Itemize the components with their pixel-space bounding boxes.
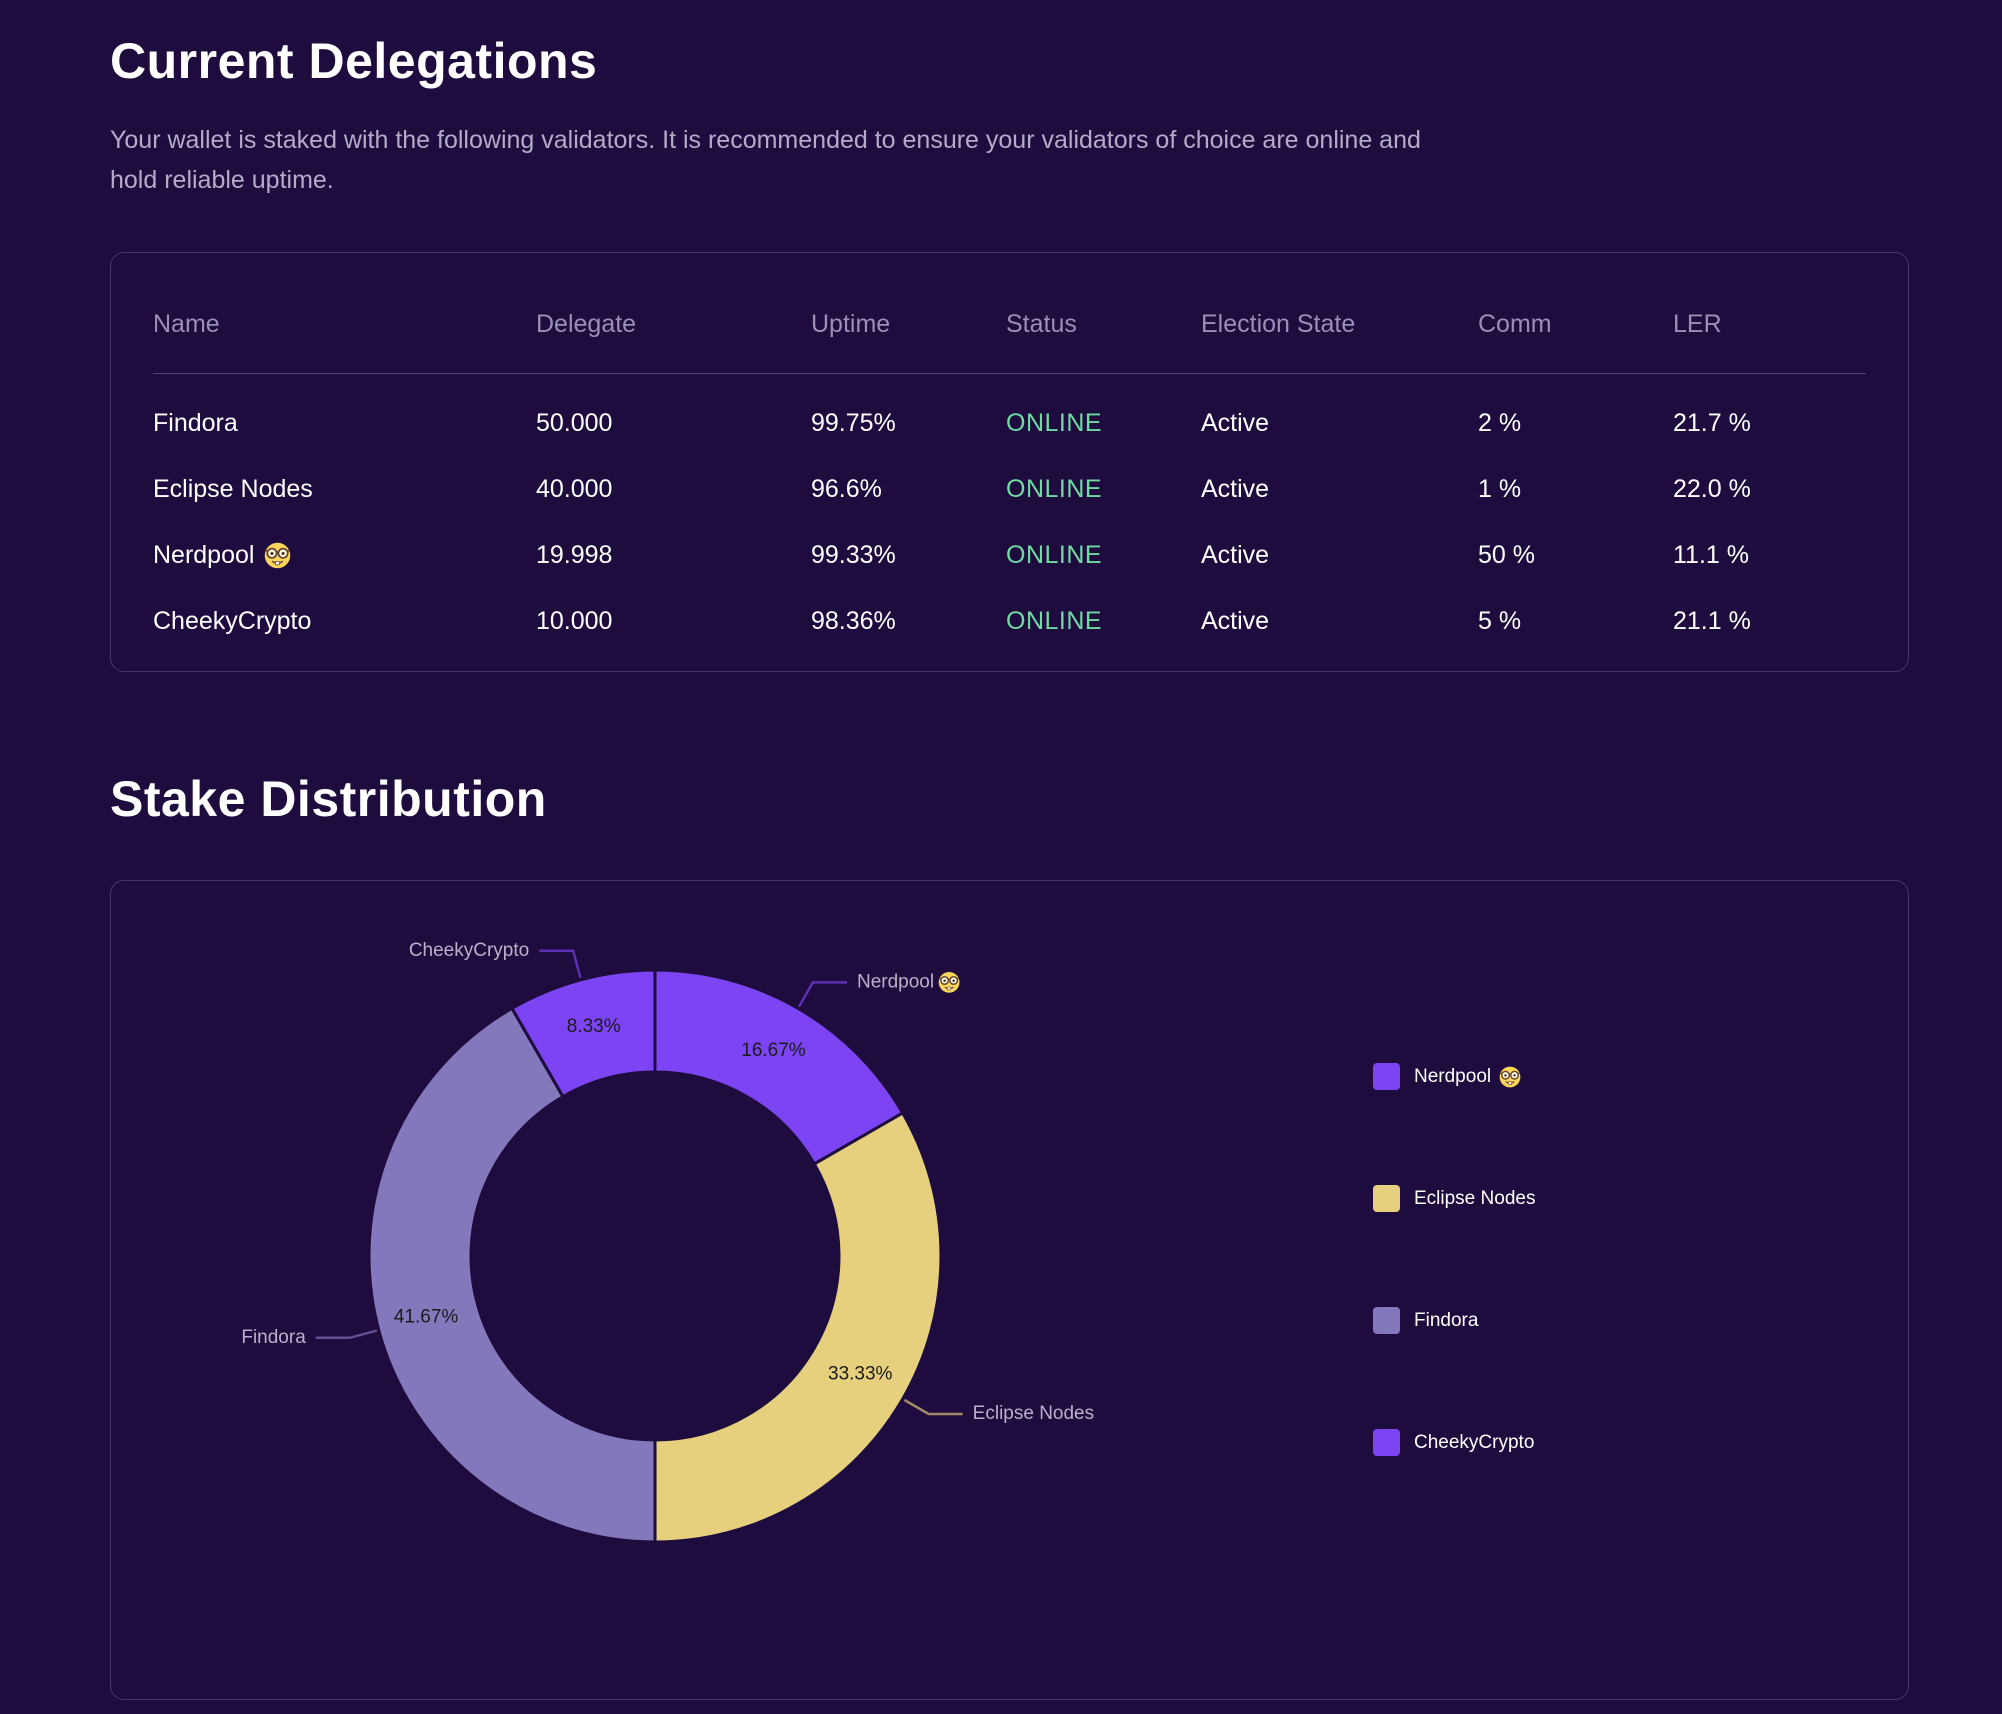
table-row: CheekyCrypto 10.000 98.36% ONLINE Active 5 % 2… (153, 588, 1866, 654)
delegate-amount: 40.000 (536, 474, 613, 503)
status-badge: ONLINE (1006, 540, 1103, 569)
legend-label: Nerdpool (1414, 1066, 1521, 1088)
slice-percent-label: 41.67% (394, 1306, 459, 1327)
column-header-status: Status (1006, 309, 1077, 338)
slice-percent-label: 8.33% (567, 1016, 621, 1037)
label-connector-line (903, 1398, 963, 1416)
stake-distribution-card: 16.67% Nerdpool 33.33% Eclipse Nodes 41.67%… (110, 880, 1909, 1700)
uptime-value: 98.36% (811, 606, 896, 635)
uptime-value: 99.33% (811, 540, 896, 569)
commission-value: 50 % (1478, 540, 1535, 569)
legend-item-cheekycrypto[interactable]: CheekyCrypto (1373, 1429, 1534, 1456)
slice-callout-label: Eclipse Nodes (973, 1403, 1094, 1424)
column-header-comm: Comm (1478, 309, 1552, 338)
page-title: Current Delegations (110, 33, 598, 89)
legend-item-nerdpool[interactable]: Nerdpool (1373, 1063, 1521, 1090)
nerd-face-emoji (938, 971, 960, 993)
legend-label: Eclipse Nodes (1414, 1187, 1536, 1209)
slice-callout-label: CheekyCrypto (409, 940, 529, 961)
table-body: Findora 50.000 99.75% ONLINE Active 2 % 21.7 %… (111, 374, 1908, 654)
election-state: Active (1201, 606, 1270, 635)
legend-swatch (1373, 1185, 1400, 1212)
election-state: Active (1201, 540, 1270, 569)
column-header-ler: LER (1673, 309, 1722, 338)
slice-percent-label: 33.33% (828, 1364, 893, 1385)
uptime-value: 99.75% (811, 408, 896, 437)
legend-swatch (1373, 1429, 1400, 1456)
delegate-amount: 50.000 (536, 408, 613, 437)
delegate-amount: 10.000 (536, 606, 613, 635)
table-row: Eclipse Nodes 40.000 96.6% ONLINE Active 1 % 2… (153, 456, 1866, 522)
commission-value: 1 % (1478, 474, 1522, 503)
status-badge: ONLINE (1006, 606, 1103, 635)
legend-item-eclipse-nodes[interactable]: Eclipse Nodes (1373, 1185, 1535, 1212)
validator-name: Nerdpool (153, 541, 536, 570)
stake-distribution-section: Stake Distribution 16.67% Nerdpool 33.33%… (110, 768, 1909, 1700)
label-connector-line (315, 1329, 378, 1340)
column-header-name: Name (153, 309, 220, 338)
slice-callout-label: Nerdpool (857, 971, 934, 992)
delegate-amount: 19.998 (536, 540, 613, 569)
current-delegations-section: Current Delegations Your wallet is stake… (110, 0, 1909, 672)
validator-name: Eclipse Nodes (153, 474, 313, 503)
ler-value: 11.1 % (1673, 540, 1749, 569)
ler-value: 21.7 % (1673, 408, 1751, 437)
election-state: Active (1201, 474, 1270, 503)
election-state: Active (1201, 408, 1270, 437)
table-row: Findora 50.000 99.75% ONLINE Active 2 % 21.7 % (153, 390, 1866, 456)
donut-slice-findora[interactable] (367, 1006, 657, 1544)
delegations-description: Your wallet is staked with the following… (110, 126, 1421, 194)
table-header-row: Name Delegate Uptime Status Election State Co… (111, 253, 1908, 343)
legend-label: CheekyCrypto (1414, 1431, 1535, 1453)
slice-percent-label: 16.67% (741, 1040, 806, 1061)
legend-swatch (1373, 1063, 1400, 1090)
commission-value: 5 % (1478, 606, 1522, 635)
nerd-face-emoji (265, 542, 291, 568)
donut-slice-cheekycrypto[interactable] (509, 968, 657, 1099)
validator-name: Findora (153, 408, 238, 437)
column-header-uptime: Uptime (811, 309, 891, 338)
status-badge: ONLINE (1006, 408, 1103, 437)
status-badge: ONLINE (1006, 474, 1103, 503)
validator-name: CheekyCrypto (153, 606, 312, 635)
column-header-delegate: Delegate (536, 309, 637, 338)
table-row: Nerdpool 19.998 99.33% ONLINE Active 50 % 11.1… (153, 522, 1866, 588)
delegations-table-card: Name Delegate Uptime Status Election State Co… (110, 252, 1909, 672)
nerd-face-emoji (1499, 1066, 1521, 1087)
slice-callout-label: Findora (241, 1327, 306, 1348)
uptime-value: 96.6% (811, 474, 882, 503)
label-connector-line (539, 949, 582, 979)
table-header-divider (153, 373, 1866, 374)
donut-chart: 16.67% Nerdpool 33.33% Eclipse Nodes 41.67%… (241, 940, 1094, 1544)
column-header-election-state: Election State (1201, 309, 1356, 338)
legend-item-findora[interactable]: Findora (1373, 1307, 1478, 1334)
donut-slice-eclipse-nodes[interactable] (653, 1110, 943, 1544)
label-connector-line (797, 981, 847, 1008)
ler-value: 21.1 % (1673, 606, 1751, 635)
legend-label: Findora (1414, 1309, 1479, 1331)
ler-value: 22.0 % (1673, 474, 1751, 503)
legend-swatch (1373, 1307, 1400, 1334)
commission-value: 2 % (1478, 408, 1522, 437)
stake-distribution-title: Stake Distribution (110, 771, 547, 827)
